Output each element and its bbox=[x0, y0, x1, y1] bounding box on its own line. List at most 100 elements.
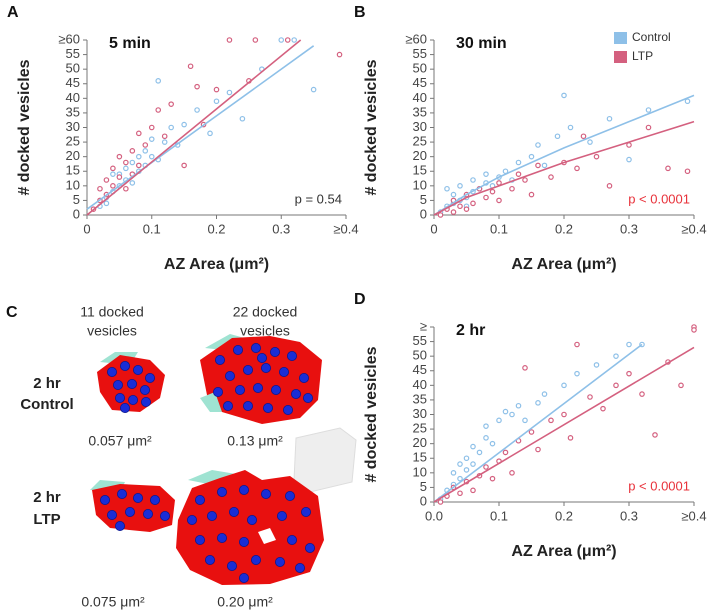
vesicle bbox=[242, 400, 253, 411]
data-point bbox=[626, 370, 632, 377]
vesicle bbox=[113, 379, 124, 390]
data-point bbox=[483, 464, 489, 470]
vesicle bbox=[212, 386, 223, 397]
data-point bbox=[606, 183, 613, 189]
data-point bbox=[136, 162, 142, 169]
data-point bbox=[437, 212, 444, 218]
fit-line bbox=[86, 39, 302, 216]
y-tick-label: 30 bbox=[66, 119, 80, 134]
data-point bbox=[626, 156, 632, 163]
area-label: 0.20 μm² bbox=[217, 594, 273, 610]
data-point bbox=[457, 461, 463, 467]
data-point bbox=[470, 200, 476, 207]
x-tick-label: ≥0.4 bbox=[333, 221, 358, 236]
vesicle bbox=[252, 382, 263, 393]
annotation: p < 0.0001 bbox=[628, 478, 690, 493]
data-point bbox=[155, 78, 162, 84]
vesicle bbox=[224, 370, 235, 381]
vesicle bbox=[238, 537, 249, 548]
y-axis-label: # docked vesicles bbox=[363, 59, 380, 195]
data-point bbox=[181, 121, 187, 128]
data-point bbox=[148, 124, 155, 131]
vesicle bbox=[222, 400, 233, 411]
data-point bbox=[336, 51, 343, 58]
data-point bbox=[535, 400, 541, 406]
vesicle bbox=[132, 364, 143, 375]
vesicle bbox=[232, 344, 243, 355]
vesicle bbox=[300, 506, 311, 517]
y-tick-label: 55 bbox=[66, 46, 80, 61]
vesicle bbox=[304, 543, 315, 554]
data-point bbox=[470, 177, 476, 183]
y-tick-label: 40 bbox=[66, 90, 80, 105]
data-point bbox=[213, 98, 220, 105]
vesicles bbox=[100, 342, 315, 584]
data-point bbox=[678, 382, 684, 389]
fit-line bbox=[433, 346, 695, 503]
data-point bbox=[645, 124, 652, 131]
data-point bbox=[463, 206, 470, 212]
vesicle bbox=[216, 533, 227, 544]
data-point bbox=[450, 470, 457, 476]
y-tick-label: 25 bbox=[413, 134, 427, 149]
column-header: vesicles bbox=[240, 323, 290, 339]
data-point bbox=[522, 417, 528, 424]
vesicle bbox=[260, 362, 271, 373]
data-point bbox=[541, 162, 548, 169]
data-point bbox=[587, 139, 593, 145]
data-point bbox=[129, 159, 136, 166]
data-point bbox=[528, 191, 535, 198]
data-point bbox=[123, 165, 129, 172]
data-point bbox=[155, 107, 162, 113]
data-point bbox=[489, 475, 496, 482]
vesicle bbox=[286, 535, 297, 546]
data-point bbox=[450, 209, 457, 215]
data-point bbox=[123, 185, 129, 192]
x-tick-label: 0.1 bbox=[143, 221, 161, 236]
y-tick-label: 45 bbox=[413, 362, 427, 377]
data-point bbox=[239, 115, 246, 122]
data-point bbox=[213, 86, 220, 93]
data-point bbox=[600, 405, 606, 412]
vesicle bbox=[115, 521, 126, 532]
y-tick-label: 45 bbox=[413, 75, 427, 90]
vesicle bbox=[127, 394, 138, 405]
vesicle bbox=[127, 378, 138, 389]
legend-label: Control bbox=[632, 30, 671, 44]
y-tick-label: 20 bbox=[413, 435, 427, 450]
data-point bbox=[310, 86, 317, 93]
data-point bbox=[645, 107, 652, 113]
data-point bbox=[528, 153, 535, 160]
y-tick-label: 30 bbox=[413, 406, 427, 421]
data-point bbox=[252, 37, 259, 43]
data-point bbox=[103, 200, 110, 207]
data-point bbox=[148, 136, 155, 142]
y-tick-label: 5 bbox=[420, 479, 427, 494]
chart-title: 30 min bbox=[456, 35, 507, 52]
data-point bbox=[489, 188, 496, 195]
vesicle bbox=[270, 384, 281, 395]
data-point bbox=[502, 408, 509, 415]
column-header: vesicles bbox=[87, 323, 137, 339]
annotation: p < 0.0001 bbox=[628, 191, 690, 206]
vesicle bbox=[262, 402, 273, 413]
y-tick-label: 20 bbox=[413, 148, 427, 163]
vesicle bbox=[120, 402, 131, 413]
fit-line bbox=[433, 343, 643, 503]
x-tick-label: 0.2 bbox=[555, 508, 573, 523]
data-point bbox=[652, 432, 658, 438]
data-point bbox=[470, 461, 476, 467]
data-point bbox=[110, 183, 116, 189]
data-point bbox=[567, 435, 574, 441]
vesicle bbox=[302, 392, 313, 403]
y-tick-label: 35 bbox=[66, 104, 80, 119]
data-point bbox=[548, 417, 554, 424]
vesicle bbox=[194, 494, 205, 505]
data-point bbox=[148, 153, 155, 160]
data-point bbox=[444, 185, 450, 192]
y-tick-label: ≥60 bbox=[58, 31, 80, 46]
vesicle bbox=[159, 510, 170, 521]
vesicle bbox=[194, 535, 205, 546]
panel-label: B bbox=[354, 4, 366, 21]
